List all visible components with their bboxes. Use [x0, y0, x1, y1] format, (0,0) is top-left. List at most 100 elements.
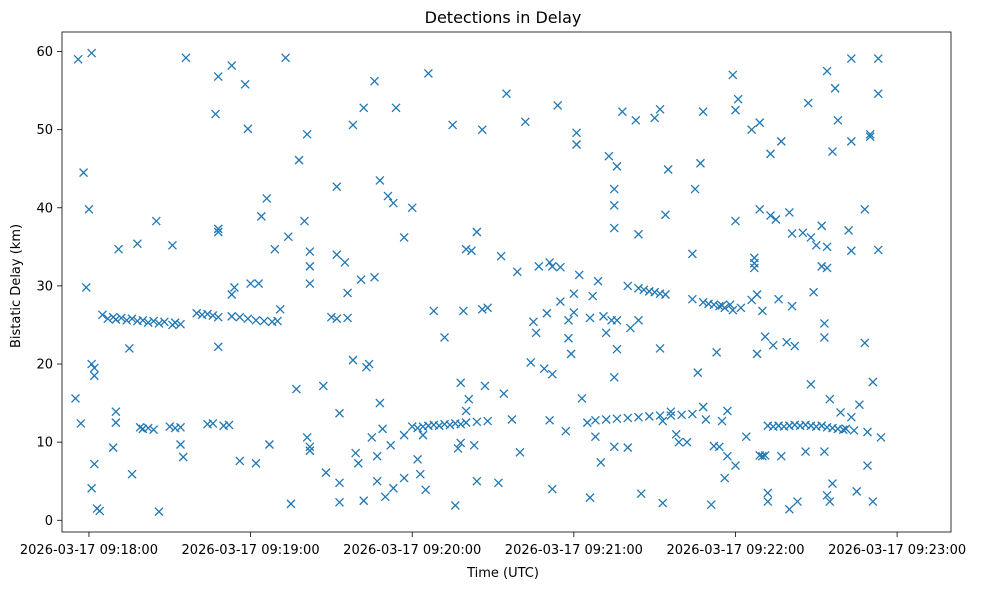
- y-tick-label: 40: [36, 201, 53, 216]
- data-point: [359, 496, 369, 506]
- data-point: [143, 423, 153, 433]
- data-point: [863, 461, 872, 471]
- data-point: [763, 497, 773, 506]
- data-point: [555, 262, 565, 272]
- data-point: [555, 297, 565, 306]
- data-point: [612, 344, 622, 354]
- data-point: [235, 312, 245, 322]
- data-point: [725, 300, 735, 310]
- data-point: [159, 317, 169, 327]
- data-point: [375, 398, 385, 408]
- data-point: [375, 175, 385, 185]
- data-point: [213, 312, 223, 322]
- data-point: [755, 118, 765, 128]
- data-point: [833, 115, 843, 125]
- data-point: [472, 476, 482, 486]
- data-point: [714, 442, 724, 452]
- data-point: [469, 440, 479, 450]
- data-point: [806, 233, 816, 242]
- data-point: [865, 132, 875, 142]
- data-point: [604, 151, 614, 161]
- data-point: [852, 486, 862, 496]
- data-point: [566, 349, 576, 359]
- data-point: [407, 203, 417, 213]
- data-point: [801, 447, 810, 456]
- data-point: [270, 244, 280, 254]
- data-point: [698, 297, 708, 307]
- data-point: [731, 105, 740, 115]
- data-point: [599, 311, 608, 321]
- data-point: [351, 448, 361, 458]
- data-point: [666, 407, 676, 417]
- data-point: [507, 415, 517, 424]
- data-point: [391, 103, 401, 113]
- data-point: [251, 458, 261, 468]
- data-point: [873, 89, 883, 99]
- data-point: [623, 443, 633, 453]
- data-point: [817, 221, 827, 231]
- data-point: [122, 315, 132, 325]
- data-point: [609, 184, 619, 194]
- data-point: [784, 208, 794, 217]
- data-point: [227, 61, 237, 71]
- data-point: [450, 500, 460, 510]
- data-point: [138, 315, 148, 325]
- data-point: [671, 429, 681, 439]
- data-point: [590, 432, 600, 442]
- data-point: [572, 140, 582, 149]
- data-point: [687, 294, 697, 304]
- data-point: [714, 301, 724, 311]
- data-point: [111, 418, 121, 428]
- data-point: [701, 415, 711, 424]
- data-point: [677, 410, 687, 420]
- data-point: [763, 488, 773, 498]
- data-point: [356, 275, 366, 285]
- y-tick-label: 50: [36, 123, 53, 138]
- data-point: [588, 291, 598, 301]
- chart-title: Detections in Delay: [425, 8, 582, 27]
- x-tick-label: 2026-03-17 09:18:00: [20, 543, 158, 558]
- data-point: [846, 54, 856, 64]
- data-point: [868, 377, 878, 387]
- data-point: [873, 54, 883, 64]
- data-point: [318, 381, 328, 391]
- data-point: [154, 318, 164, 328]
- data-point: [757, 306, 767, 316]
- y-tick-label: 30: [36, 279, 53, 294]
- data-point: [539, 364, 549, 374]
- data-point: [798, 228, 808, 238]
- data-point: [421, 485, 431, 495]
- data-point: [687, 249, 697, 259]
- data-point: [240, 79, 250, 89]
- data-point: [192, 308, 202, 318]
- data-point: [256, 211, 266, 221]
- data-point: [305, 442, 315, 452]
- data-point: [838, 425, 848, 435]
- data-point: [499, 389, 509, 399]
- data-point: [531, 328, 541, 338]
- data-point: [89, 371, 99, 381]
- data-point: [213, 224, 223, 234]
- x-axis-label: Time (UTC): [466, 566, 539, 581]
- data-point: [178, 452, 188, 462]
- data-point: [477, 125, 487, 135]
- data-point: [461, 406, 471, 416]
- data-point: [364, 359, 374, 369]
- data-point: [819, 318, 829, 328]
- data-point: [634, 229, 643, 239]
- data-point: [227, 311, 237, 321]
- data-point: [167, 240, 177, 250]
- data-point: [547, 261, 557, 271]
- data-point: [663, 165, 673, 174]
- data-point: [378, 424, 388, 434]
- data-point: [326, 312, 336, 322]
- data-point: [370, 76, 379, 86]
- data-point: [868, 497, 878, 506]
- data-point: [774, 294, 784, 304]
- data-point: [343, 288, 353, 298]
- x-tick-label: 2026-03-17 09:23:00: [828, 543, 966, 558]
- data-point: [660, 210, 670, 220]
- data-point: [302, 129, 312, 139]
- data-point: [415, 469, 425, 479]
